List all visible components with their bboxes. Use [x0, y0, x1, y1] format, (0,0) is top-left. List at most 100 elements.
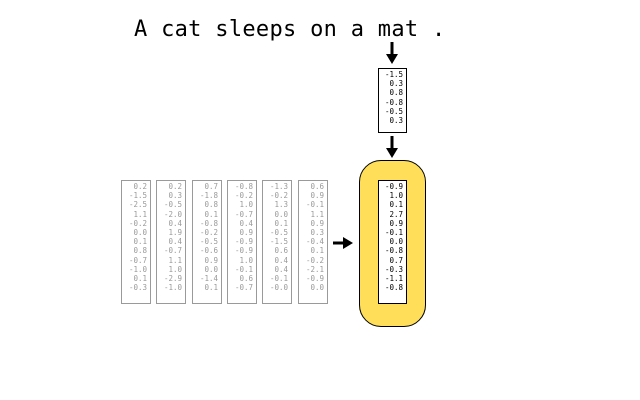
hidden-state-value: -0.9 — [234, 246, 253, 256]
hidden-state-value: 0.0 — [274, 209, 288, 219]
hidden-state-value: 0.9 — [310, 191, 324, 201]
hidden-state-value: 0.3 — [310, 228, 324, 238]
hidden-state-vector: 0.2 0.3 -0.5 -2.0 0.4 1.9 0.4 -0.7 1.1 1… — [156, 180, 186, 304]
hidden-state-value: -0.7 — [234, 283, 253, 293]
hidden-state-value: -2.5 — [128, 200, 147, 210]
hidden-state-value: -0.7 — [234, 209, 253, 219]
hidden-state-value: 0.0 — [310, 283, 324, 293]
hidden-state-value: 0.1 — [133, 274, 147, 284]
hidden-state-value: 0.8 — [133, 246, 147, 256]
hidden-state-value: 1.0 — [168, 264, 182, 274]
hidden-state-value: -0.2 — [128, 218, 147, 228]
new-state-value: 0.7 — [389, 255, 403, 265]
hidden-state-value: -1.3 — [269, 182, 288, 191]
hidden-state-value: -0.5 — [163, 200, 182, 210]
hidden-state-value: -1.5 — [128, 191, 147, 201]
hidden-state-value: 0.4 — [168, 218, 182, 228]
hidden-state-value: 1.1 — [168, 255, 182, 265]
hidden-state-value: 0.0 — [204, 264, 218, 274]
new-state-value: 1.0 — [389, 191, 403, 201]
hidden-state-value: 0.1 — [204, 209, 218, 219]
arrow-down-icon — [386, 136, 398, 158]
new-state-value: -0.9 — [384, 182, 403, 191]
hidden-state-value: -1.0 — [163, 283, 182, 293]
new-state-value: -0.8 — [384, 283, 403, 293]
hidden-state-value: 1.1 — [133, 209, 147, 219]
input-sentence: A cat sleeps on a mat . — [134, 17, 446, 42]
new-state-value: -0.3 — [384, 264, 403, 274]
hidden-state-value: 0.9 — [204, 255, 218, 265]
hidden-state-vector: 0.6 0.9 -0.1 1.1 0.9 0.3 -0.4 0.1 -0.2 -… — [298, 180, 328, 304]
hidden-state-value: 1.0 — [239, 255, 253, 265]
hidden-state-value: -0.8 — [199, 218, 218, 228]
hidden-state-value: -1.0 — [128, 264, 147, 274]
word-vector-value: -1.5 — [384, 70, 403, 79]
hidden-state-vector: 0.7 -1.8 0.8 0.1 -0.8 -0.2 -0.5 -0.6 0.9… — [192, 180, 222, 304]
hidden-state-value: 0.4 — [274, 264, 288, 274]
hidden-state-value: -0.7 — [163, 246, 182, 256]
hidden-state-value: 0.4 — [239, 218, 253, 228]
hidden-state-value: -0.1 — [269, 274, 288, 284]
hidden-state-value: -0.6 — [199, 246, 218, 256]
hidden-state-value: -0.3 — [128, 283, 147, 293]
hidden-state-value: 0.6 — [310, 182, 324, 191]
hidden-state-value: -0.7 — [128, 255, 147, 265]
hidden-state-value: 1.3 — [274, 200, 288, 210]
hidden-state-value: -2.9 — [163, 274, 182, 284]
hidden-state-value: -0.2 — [305, 255, 324, 265]
arrow-right-icon — [333, 237, 353, 249]
hidden-state-value: -2.1 — [305, 264, 324, 274]
hidden-state-value: 1.1 — [310, 209, 324, 219]
hidden-state-value: 0.2 — [168, 182, 182, 191]
hidden-state-value: 0.1 — [310, 246, 324, 256]
hidden-state-value: -0.4 — [305, 237, 324, 247]
hidden-state-value: 0.6 — [239, 274, 253, 284]
hidden-state-value: -2.0 — [163, 209, 182, 219]
new-state-value: -1.1 — [384, 274, 403, 284]
new-hidden-state-vector: -0.9 1.0 0.1 2.7 0.9 -0.1 0.0 -0.8 0.7 -… — [378, 180, 407, 304]
hidden-state-value: 1.0 — [239, 200, 253, 210]
hidden-state-value: -0.0 — [269, 283, 288, 293]
hidden-state-value: -1.4 — [199, 274, 218, 284]
new-state-value: 2.7 — [389, 209, 403, 219]
hidden-state-value: 0.9 — [310, 218, 324, 228]
hidden-state-value: -0.5 — [199, 237, 218, 247]
hidden-state-value: -1.5 — [269, 237, 288, 247]
hidden-state-value: 0.7 — [204, 182, 218, 191]
new-state-value: 0.9 — [389, 218, 403, 228]
word-vector: -1.5 0.3 0.8 -0.8 -0.5 0.3 — [378, 68, 407, 133]
hidden-state-value: 0.1 — [204, 283, 218, 293]
new-state-value: 0.0 — [389, 237, 403, 247]
hidden-state-value: -0.5 — [269, 228, 288, 238]
word-vector-value: 0.3 — [389, 116, 403, 126]
new-state-value: -0.1 — [384, 228, 403, 238]
hidden-state-value: 0.3 — [168, 191, 182, 201]
word-vector-value: 0.8 — [389, 88, 403, 98]
word-vector-value: -0.5 — [384, 106, 403, 116]
hidden-state-value: -0.2 — [199, 228, 218, 238]
hidden-state-value: 0.4 — [168, 237, 182, 247]
arrow-down-icon — [386, 42, 398, 64]
new-state-value: 0.1 — [389, 200, 403, 210]
hidden-state-value: 0.8 — [204, 200, 218, 210]
hidden-state-vector: -1.3 -0.2 1.3 0.0 0.1 -0.5 -1.5 0.6 0.4 … — [262, 180, 292, 304]
word-vector-value: 0.3 — [389, 79, 403, 89]
hidden-state-value: 0.6 — [274, 246, 288, 256]
hidden-state-vector: 0.2 -1.5 -2.5 1.1 -0.2 0.0 0.1 0.8 -0.7 … — [121, 180, 151, 304]
hidden-state-value: -0.2 — [269, 191, 288, 201]
hidden-state-value: 0.0 — [133, 228, 147, 238]
hidden-state-vector: -0.8 -0.2 1.0 -0.7 0.4 0.9 -0.9 -0.9 1.0… — [227, 180, 257, 304]
hidden-state-value: -0.1 — [234, 264, 253, 274]
hidden-state-value: -0.1 — [305, 200, 324, 210]
hidden-state-value: 0.4 — [274, 255, 288, 265]
hidden-state-value: 1.9 — [168, 228, 182, 238]
hidden-state-value: -0.2 — [234, 191, 253, 201]
hidden-state-value: -1.8 — [199, 191, 218, 201]
hidden-state-value: -0.8 — [234, 182, 253, 191]
hidden-state-value: -0.9 — [234, 237, 253, 247]
hidden-state-value: 0.2 — [133, 182, 147, 191]
hidden-state-value: 0.9 — [239, 228, 253, 238]
hidden-state-value: -0.9 — [305, 274, 324, 284]
new-state-value: -0.8 — [384, 246, 403, 256]
word-vector-value: -0.8 — [384, 97, 403, 107]
